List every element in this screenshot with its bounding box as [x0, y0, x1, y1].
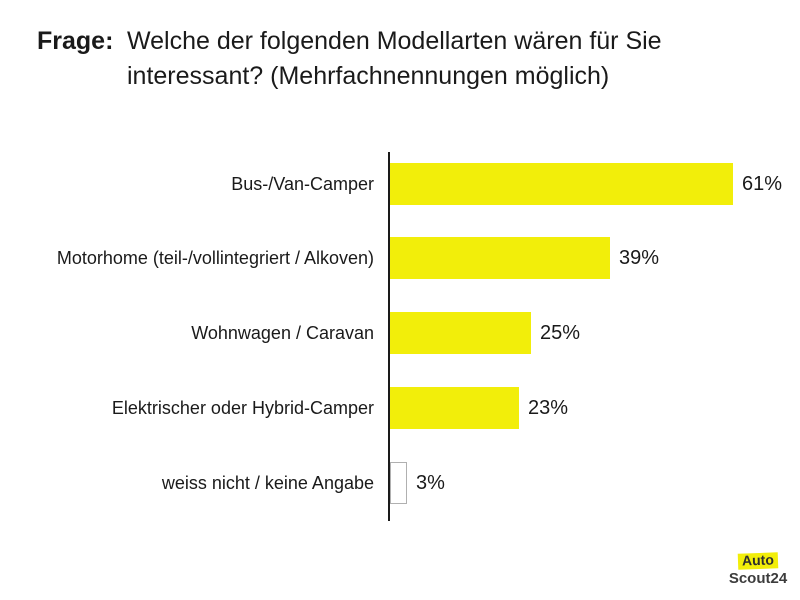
autoscout24-logo: Auto Scout24: [725, 551, 791, 587]
bar-chart: Bus-/Van-Camper 61% Motorhome (teil-/vol…: [0, 152, 800, 522]
value-label: 3%: [416, 471, 445, 494]
bar: [390, 237, 610, 279]
bar: [390, 462, 407, 504]
logo-auto-highlight: Auto: [737, 551, 779, 571]
value-label: 61%: [742, 172, 783, 195]
category-label: Elektrischer oder Hybrid-Camper: [111, 397, 374, 418]
bar: [390, 163, 733, 205]
question-text-line1: Welche der folgenden Modellarten wären f…: [127, 27, 662, 55]
bar-row: Wohnwagen / Caravan 25%: [191, 312, 581, 354]
y-axis-line: [388, 152, 390, 521]
bar: [390, 312, 531, 354]
bar-row: Motorhome (teil-/vollintegriert / Alkove…: [57, 237, 660, 279]
value-label: 39%: [619, 246, 660, 269]
bar-row: Bus-/Van-Camper 61%: [231, 163, 783, 205]
question-text: Welche der folgenden Modellarten wären f…: [127, 24, 662, 94]
bar: [390, 387, 519, 429]
bar-rows: Bus-/Van-Camper 61% Motorhome (teil-/vol…: [0, 152, 800, 522]
category-label: Motorhome (teil-/vollintegriert / Alkove…: [56, 247, 374, 268]
category-label: Wohnwagen / Caravan: [191, 322, 374, 343]
question-title: Frage: Welche der folgenden Modellarten …: [37, 24, 662, 94]
bar-row: weiss nicht / keine Angabe 3%: [162, 462, 445, 504]
question-text-line2: interessant? (Mehrfachnennungen möglich): [127, 62, 610, 90]
bar-row: Elektrischer oder Hybrid-Camper 23%: [112, 387, 569, 429]
value-label: 23%: [528, 396, 569, 419]
category-label: weiss nicht / keine Angabe: [161, 472, 374, 493]
logo-scout24-text: Scout24: [728, 569, 788, 587]
value-label: 25%: [540, 321, 581, 344]
category-label: Bus-/Van-Camper: [231, 173, 374, 194]
question-prefix: Frage:: [37, 27, 114, 55]
